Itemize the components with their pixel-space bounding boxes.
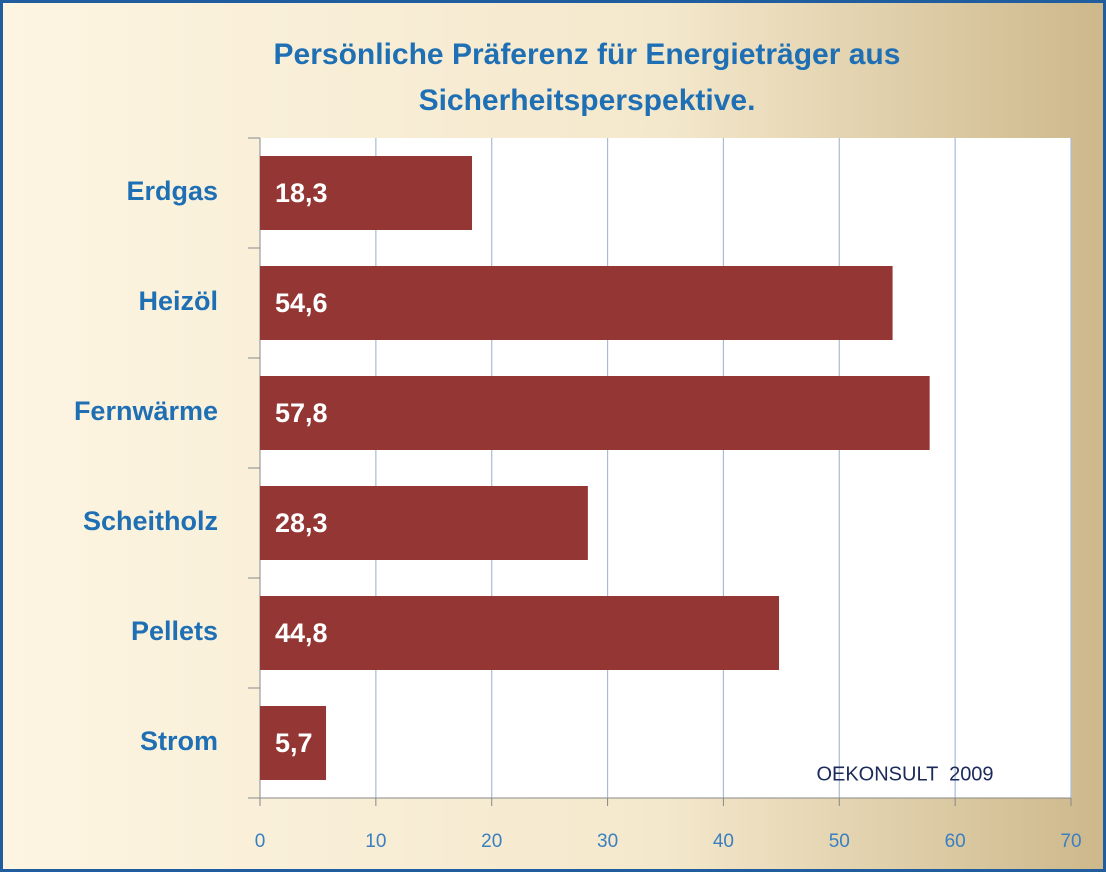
- x-tick-label: 60: [945, 831, 966, 852]
- y-tick-label: Pellets: [131, 616, 218, 646]
- bar: [260, 266, 893, 340]
- bar: [260, 486, 588, 560]
- value-label: 54,6: [275, 288, 328, 318]
- value-label: 18,3: [275, 178, 328, 208]
- y-tick-label: Erdgas: [126, 176, 218, 206]
- plot-area: [260, 138, 1071, 798]
- bar: [260, 596, 780, 670]
- value-label: 44,8: [275, 618, 328, 648]
- x-tick-label: 20: [481, 831, 502, 852]
- x-tick-label: 10: [365, 831, 386, 852]
- value-label: 57,8: [275, 398, 328, 428]
- x-tick-label: 30: [597, 831, 618, 852]
- bar: [260, 376, 930, 450]
- x-tick-label: 40: [713, 831, 734, 852]
- y-tick-label: Scheitholz: [83, 506, 218, 536]
- value-label: 5,7: [275, 728, 313, 758]
- x-tick-label: 0: [255, 831, 266, 852]
- value-label: 28,3: [275, 508, 328, 538]
- chart-title: Persönliche Präferenz für Energieträger …: [274, 38, 901, 71]
- y-tick-label: Fernwärme: [74, 396, 218, 426]
- bar: [260, 706, 327, 780]
- bar: [260, 156, 473, 230]
- x-tick-label: 70: [1060, 831, 1081, 852]
- y-tick-label: Heizöl: [138, 286, 218, 316]
- y-tick-label: Strom: [140, 726, 218, 756]
- x-tick-label: 50: [829, 831, 850, 852]
- chart-title: Sicherheitsperspektive.: [419, 84, 756, 117]
- annotation: OEKONSULT 2009: [816, 763, 993, 785]
